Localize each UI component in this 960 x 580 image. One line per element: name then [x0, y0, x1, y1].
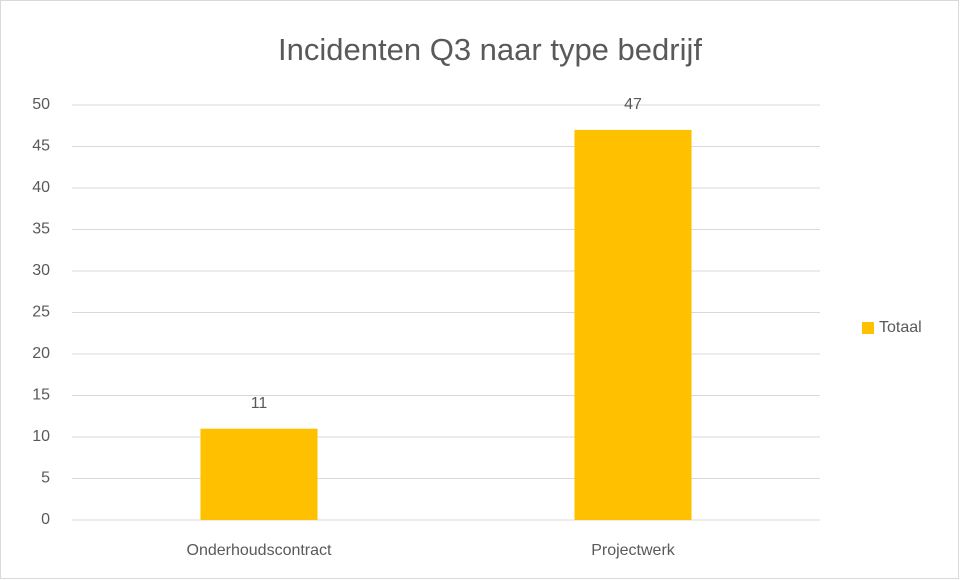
y-tick-label: 10 — [32, 428, 50, 445]
bar — [574, 129, 692, 520]
y-tick-label: 5 — [41, 470, 50, 487]
chart-title: Incidenten Q3 naar type bedrijf — [278, 32, 702, 67]
y-tick-label: 25 — [32, 304, 50, 321]
x-tick-label: Projectwerk — [591, 542, 676, 559]
bar — [200, 428, 318, 520]
y-tick-label: 0 — [41, 511, 50, 528]
data-label: 47 — [624, 96, 642, 113]
data-label: 11 — [251, 395, 268, 412]
y-tick-label: 20 — [32, 345, 50, 362]
y-tick-label: 30 — [32, 262, 50, 279]
y-tick-label: 45 — [32, 138, 50, 155]
y-tick-label: 15 — [32, 387, 50, 404]
x-tick-label: Onderhoudscontract — [187, 542, 333, 559]
y-tick-label: 35 — [32, 221, 50, 238]
legend-swatch — [862, 322, 874, 334]
y-tick-label: 40 — [32, 179, 50, 196]
legend-label: Totaal — [879, 319, 922, 336]
y-tick-label: 50 — [32, 96, 50, 113]
